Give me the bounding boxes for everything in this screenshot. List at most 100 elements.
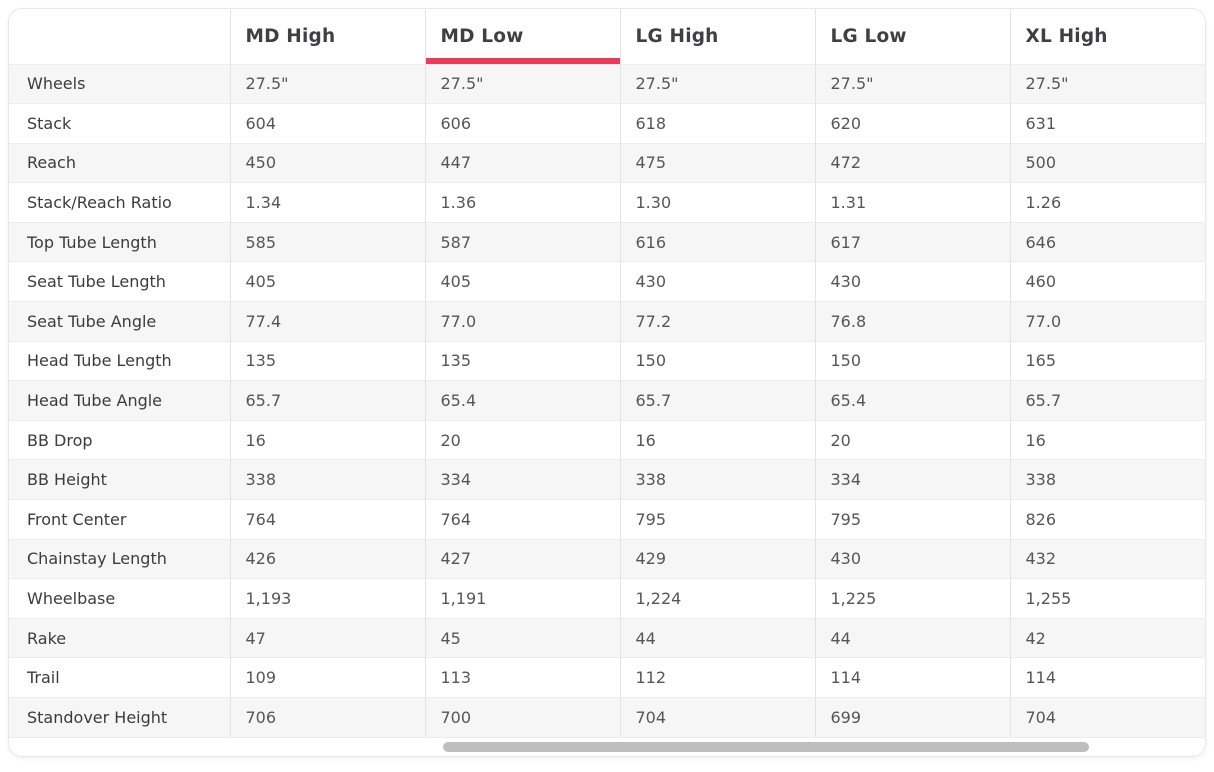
cell-value: 20 (424, 419, 620, 460)
table-row: Standover Height 706 700 704 699 704 (9, 697, 1205, 738)
cell-value: 1.26 (1009, 182, 1205, 223)
cell-value: 109 (229, 657, 425, 698)
cell-value: 65.7 (1009, 380, 1205, 421)
row-label: Top Tube Length (9, 221, 230, 262)
table-row: BB Height 338 334 338 334 338 (9, 459, 1205, 500)
row-label: Front Center (9, 499, 230, 540)
column-tab-lg-high[interactable]: LG High (619, 9, 815, 64)
row-label: Rake (9, 617, 230, 658)
row-label: Seat Tube Length (9, 261, 230, 302)
row-label: Head Tube Angle (9, 380, 230, 421)
row-label: Wheels (9, 63, 230, 104)
cell-value: 618 (619, 103, 815, 144)
cell-value: 447 (424, 142, 620, 183)
cell-value: 706 (229, 697, 425, 738)
geometry-table: MD High MD Low LG High LG Low XL High Wheels… (9, 9, 1205, 738)
row-label: Trail (9, 657, 230, 698)
cell-value: 450 (229, 142, 425, 183)
column-tab-xl-high[interactable]: XL High (1009, 9, 1205, 64)
row-label: BB Height (9, 459, 230, 500)
geometry-table-body: Wheels 27.5" 27.5" 27.5" 27.5" 27.5" Stack 604 6… (9, 63, 1205, 738)
cell-value: 430 (619, 261, 815, 302)
column-tab-label: MD Low (440, 25, 524, 47)
cell-value: 27.5" (619, 63, 815, 104)
row-label: Reach (9, 142, 230, 183)
cell-value: 27.5" (1009, 63, 1205, 104)
cell-value: 587 (424, 221, 620, 262)
cell-value: 1.30 (619, 182, 815, 223)
cell-value: 65.7 (229, 380, 425, 421)
cell-value: 27.5" (814, 63, 1010, 104)
header-row: MD High MD Low LG High LG Low XL High (9, 9, 1205, 64)
cell-value: 77.4 (229, 301, 425, 342)
cell-value: 44 (619, 617, 815, 658)
cell-value: 44 (814, 617, 1010, 658)
cell-value: 604 (229, 103, 425, 144)
cell-value: 338 (619, 459, 815, 500)
table-row: Reach 450 447 475 472 500 (9, 142, 1205, 183)
cell-value: 426 (229, 538, 425, 579)
table-row: Wheelbase 1,193 1,191 1,224 1,225 1,255 (9, 578, 1205, 619)
cell-value: 764 (424, 499, 620, 540)
column-tab-lg-low[interactable]: LG Low (814, 9, 1010, 64)
table-row: Seat Tube Angle 77.4 77.0 77.2 76.8 77.0 (9, 301, 1205, 342)
cell-value: 617 (814, 221, 1010, 262)
cell-value: 472 (814, 142, 1010, 183)
table-row: Chainstay Length 426 427 429 430 432 (9, 538, 1205, 579)
cell-value: 135 (424, 340, 620, 381)
cell-value: 430 (814, 261, 1010, 302)
column-tab-label: XL High (1025, 25, 1108, 47)
row-label: Standover Height (9, 697, 230, 738)
cell-value: 1,191 (424, 578, 620, 619)
column-tab-md-low[interactable]: MD Low (424, 9, 620, 64)
cell-value: 795 (619, 499, 815, 540)
cell-value: 429 (619, 538, 815, 579)
cell-value: 475 (619, 142, 815, 183)
column-tab-label: LG Low (830, 25, 907, 47)
corner-cell (9, 9, 230, 64)
table-row: Front Center 764 764 795 795 826 (9, 499, 1205, 540)
cell-value: 500 (1009, 142, 1205, 183)
cell-value: 704 (619, 697, 815, 738)
cell-value: 150 (814, 340, 1010, 381)
column-tab-md-high[interactable]: MD High (229, 9, 425, 64)
horizontal-scrollbar-thumb[interactable] (443, 742, 1089, 752)
cell-value: 338 (1009, 459, 1205, 500)
cell-value: 764 (229, 499, 425, 540)
row-label: Seat Tube Angle (9, 301, 230, 342)
cell-value: 1.31 (814, 182, 1010, 223)
row-label: Head Tube Length (9, 340, 230, 381)
cell-value: 20 (814, 419, 1010, 460)
cell-value: 334 (814, 459, 1010, 500)
geometry-table-card: MD High MD Low LG High LG Low XL High Wheels… (8, 8, 1206, 757)
cell-value: 112 (619, 657, 815, 698)
cell-value: 77.2 (619, 301, 815, 342)
table-row: Rake 47 45 44 44 42 (9, 617, 1205, 658)
geometry-table-header: MD High MD Low LG High LG Low XL High (9, 9, 1205, 64)
cell-value: 114 (1009, 657, 1205, 698)
cell-value: 1,224 (619, 578, 815, 619)
cell-value: 165 (1009, 340, 1205, 381)
cell-value: 405 (424, 261, 620, 302)
cell-value: 606 (424, 103, 620, 144)
table-row: Head Tube Length 135 135 150 150 165 (9, 340, 1205, 381)
horizontal-scrollbar-track[interactable] (9, 737, 1205, 756)
cell-value: 113 (424, 657, 620, 698)
cell-value: 1,225 (814, 578, 1010, 619)
cell-value: 65.7 (619, 380, 815, 421)
cell-value: 114 (814, 657, 1010, 698)
cell-value: 405 (229, 261, 425, 302)
cell-value: 795 (814, 499, 1010, 540)
row-label: Wheelbase (9, 578, 230, 619)
cell-value: 1,193 (229, 578, 425, 619)
cell-value: 1.34 (229, 182, 425, 223)
cell-value: 700 (424, 697, 620, 738)
table-row: Stack/Reach Ratio 1.34 1.36 1.30 1.31 1.26 (9, 182, 1205, 223)
row-label: Stack/Reach Ratio (9, 182, 230, 223)
cell-value: 427 (424, 538, 620, 579)
cell-value: 150 (619, 340, 815, 381)
column-tab-label: LG High (635, 25, 719, 47)
cell-value: 27.5" (424, 63, 620, 104)
cell-value: 65.4 (424, 380, 620, 421)
cell-value: 16 (229, 419, 425, 460)
